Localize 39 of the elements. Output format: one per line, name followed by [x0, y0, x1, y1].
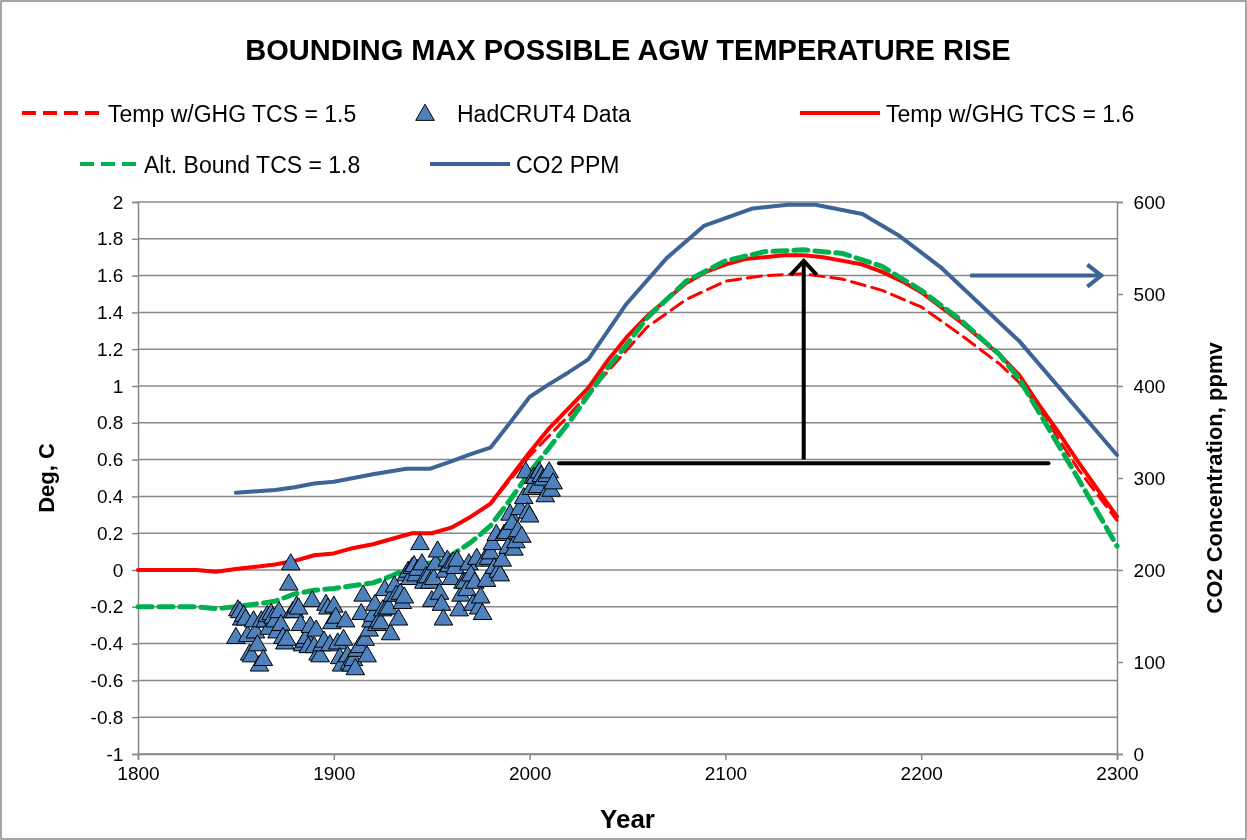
x-tick-label: 2200: [900, 763, 943, 785]
y-tick-label: 2: [112, 191, 124, 213]
y-tick-label: 0.6: [96, 449, 124, 471]
x-tick-label: 1800: [117, 763, 160, 785]
x-axis-title: Year: [600, 804, 655, 834]
y-tick-label: 1.6: [96, 265, 124, 287]
x-tick-label: 2100: [704, 763, 748, 785]
y-tick-label: -0.6: [90, 669, 124, 691]
legend-label: Temp w/GHG TCS = 1.5: [108, 101, 357, 127]
y-tick-label: 0.4: [96, 485, 124, 507]
legend-label: Temp w/GHG TCS = 1.6: [886, 101, 1135, 127]
y2-tick-label: 200: [1133, 559, 1166, 581]
y-tick-label: -0.4: [90, 633, 124, 655]
y-axis-title: Deg, C: [34, 443, 59, 513]
y2-tick-label: 600: [1133, 191, 1166, 213]
chart-title: BOUNDING MAX POSSIBLE AGW TEMPERATURE RISE: [245, 34, 1011, 66]
y2-tick-label: 100: [1133, 651, 1166, 673]
x-tick-label: 2000: [508, 763, 552, 785]
y-tick-label: 1.4: [96, 301, 124, 323]
y-tick-label: 0: [112, 559, 124, 581]
legend-label: HadCRUT4 Data: [457, 101, 632, 127]
y-tick-label: 1.8: [96, 228, 124, 250]
y-tick-label: -0.8: [90, 706, 124, 728]
x-tick-label: 2300: [1096, 763, 1139, 785]
y-tick-label: 1: [112, 375, 124, 397]
y2-tick-label: 400: [1133, 375, 1166, 397]
y-tick-label: -1: [106, 743, 124, 765]
line-series: [233, 202, 1119, 495]
y-tick-label: 1.2: [96, 338, 124, 360]
y2-tick-label: 0: [1133, 743, 1145, 765]
legend-label: CO2 PPM: [516, 152, 620, 178]
y2-tick-label: 300: [1133, 467, 1166, 489]
y2-tick-label: 500: [1133, 283, 1166, 305]
y-tick-label: 0.2: [96, 522, 124, 544]
y-tick-label: -0.2: [90, 596, 124, 618]
y2-axis-title: CO2 Concentration, ppmv: [1202, 341, 1227, 614]
x-tick-label: 1900: [313, 763, 356, 785]
legend-label: Alt. Bound TCS = 1.8: [144, 152, 361, 178]
y-tick-label: 0.8: [96, 412, 124, 434]
